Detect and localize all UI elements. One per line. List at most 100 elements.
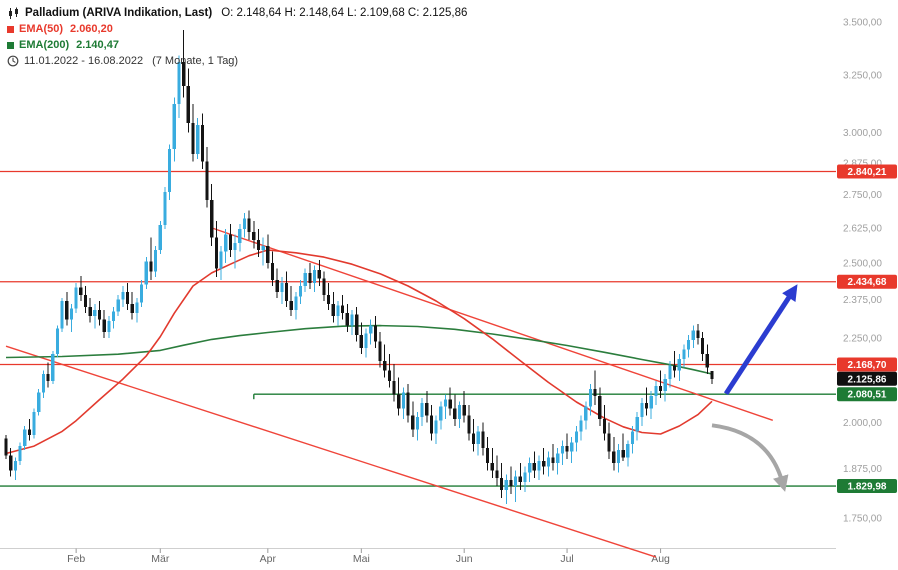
x-tick-label: Jun: [456, 553, 473, 565]
trendline-2[interactable]: [5, 345, 657, 558]
candle: [13, 457, 17, 481]
y-tick-label: 1.750,00: [843, 514, 882, 525]
projection-up-arrow[interactable]: [723, 284, 798, 396]
candle: [397, 377, 401, 416]
projection-down-arrow[interactable]: [711, 423, 789, 492]
candle: [65, 291, 69, 326]
instrument-row: Palladium (ARIVA Indikation, Last) O: 2.…: [7, 5, 467, 21]
candle: [144, 257, 148, 290]
candle: [467, 404, 471, 441]
candle: [663, 374, 667, 402]
candle: [378, 331, 382, 368]
candle: [584, 401, 588, 430]
candle: [401, 387, 406, 419]
candle: [420, 397, 424, 427]
candle: [191, 104, 195, 162]
svg-text:2.434,68: 2.434,68: [848, 277, 887, 288]
y-tick-label: 2.875,00: [843, 158, 882, 169]
candle: [261, 237, 265, 266]
y-tick-label: 3.250,00: [843, 71, 882, 82]
candle: [560, 440, 564, 465]
y-tick-label: 1.875,00: [843, 464, 882, 475]
candle: [626, 440, 630, 467]
candle: [275, 268, 279, 298]
candle: [640, 397, 644, 427]
candle: [532, 451, 536, 479]
y-tick-label: 2.375,00: [843, 295, 882, 306]
candle: [172, 97, 176, 162]
candle: [149, 237, 153, 281]
candle: [125, 283, 130, 311]
candle: [163, 186, 167, 230]
candle: [556, 447, 560, 475]
candle: [93, 304, 97, 329]
y-axis: 3.500,00 3.250,00 3.000,00 2.875,00 2.750,00…: [843, 18, 882, 525]
candle: [32, 408, 36, 439]
candle: [308, 262, 312, 290]
price-tag-2.840,21: 2.840,21: [837, 164, 897, 179]
candle: [46, 362, 50, 388]
candle: [327, 283, 331, 311]
price-tag-2.080,51: 2.080,51: [837, 387, 897, 402]
ema50-swatch-icon: [7, 25, 14, 33]
x-tick-label: Mai: [353, 553, 370, 565]
chart-logo-icon: [7, 7, 20, 20]
candle: [317, 259, 321, 287]
price-tag-2.168,70: 2.168,70: [837, 357, 897, 372]
x-tick-label: Jul: [560, 553, 573, 565]
candle: [51, 351, 55, 385]
candle: [247, 210, 251, 241]
y-tick-label: 2.750,00: [843, 190, 882, 201]
candle: [280, 277, 284, 305]
candle: [312, 265, 317, 292]
candle: [18, 442, 22, 465]
candle: [668, 360, 672, 388]
candle: [79, 275, 83, 301]
candle: [139, 280, 144, 308]
candle: [9, 447, 13, 477]
candle: [635, 411, 639, 441]
candle: [682, 344, 686, 368]
candle: [331, 291, 335, 323]
candle: [443, 394, 448, 419]
candle: [701, 331, 705, 361]
candle: [462, 390, 466, 423]
candle: [74, 283, 78, 314]
candle: [392, 364, 396, 402]
candle: [406, 384, 410, 423]
level-line-2.080,51[interactable]: [253, 393, 836, 400]
period-label: (7 Monate, 1 Tag): [152, 55, 239, 67]
candle: [373, 316, 377, 348]
candle: [186, 68, 190, 133]
candle: [500, 462, 504, 498]
ema200-label: EMA(200): [19, 39, 70, 51]
candle: [97, 300, 102, 326]
candle: [350, 310, 354, 335]
candle: [495, 455, 499, 487]
candle: [654, 380, 658, 405]
svg-text:2.080,51: 2.080,51: [848, 390, 887, 401]
svg-text:2.840,21: 2.840,21: [848, 167, 887, 178]
legend-ema200: EMA(200) 2.140,47: [7, 37, 467, 53]
candle: [612, 436, 616, 471]
chart-header: Palladium (ARIVA Indikation, Last) O: 2.…: [7, 5, 467, 69]
candle: [485, 436, 490, 471]
candle: [621, 433, 625, 462]
candle: [111, 307, 116, 329]
candle: [200, 113, 204, 170]
candle: [88, 297, 92, 323]
candle: [616, 444, 621, 473]
candle: [233, 234, 237, 269]
y-tick-label: 2.500,00: [843, 258, 882, 269]
candle: [41, 370, 46, 398]
candle: [696, 323, 700, 345]
candle: [504, 474, 508, 504]
candle: [214, 221, 218, 278]
candle: [387, 354, 391, 388]
candle: [196, 118, 200, 160]
trendline-1[interactable]: [211, 227, 774, 421]
candles-layer: [4, 30, 714, 504]
y-tick-label: 3.000,00: [843, 128, 882, 139]
candle: [130, 291, 134, 320]
